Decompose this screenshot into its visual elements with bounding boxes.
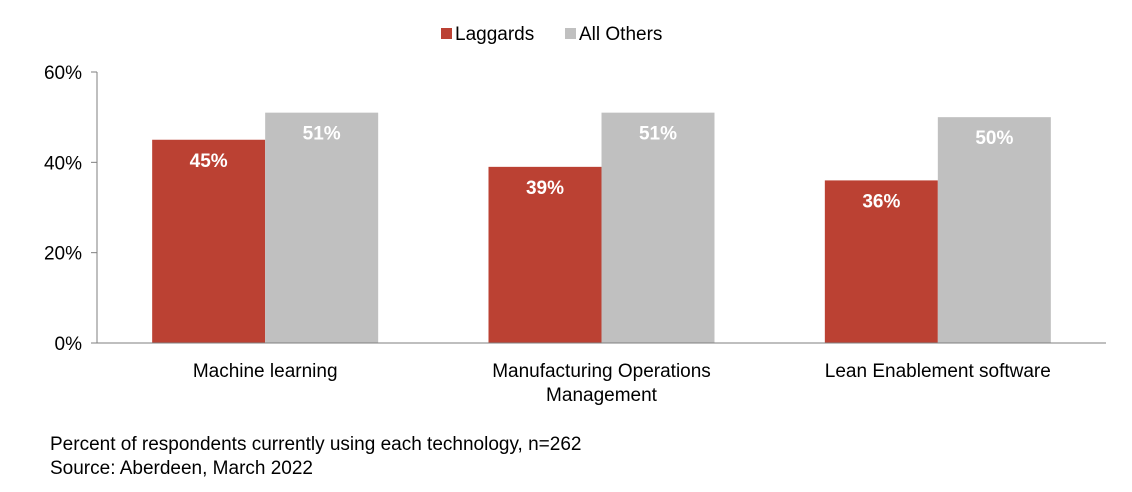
bar-laggards [488, 166, 602, 343]
legend: Laggards All Others [441, 24, 662, 45]
bar-chart: Laggards All Others 0% 20% 40% 60% 45% 51% 39%… [44, 24, 1106, 406]
bars: 45% 51% 39% 51% 36% 50% [152, 112, 1051, 344]
data-label: 36% [862, 191, 900, 212]
bar-all-others [937, 117, 1051, 344]
legend-swatch [565, 28, 576, 39]
legend-swatch [441, 28, 452, 39]
bar-laggards [152, 139, 266, 343]
data-label: 50% [975, 128, 1013, 149]
bar-all-others [601, 112, 715, 344]
x-axis: Machine learning Manufacturing Operations… [97, 342, 1106, 406]
footnote-source: Source: Aberdeen, March 2022 [50, 458, 314, 479]
data-label: 39% [526, 178, 564, 199]
data-label: 45% [190, 151, 228, 172]
y-tick-label: 40% [44, 153, 82, 174]
x-category-label: Management [546, 385, 658, 406]
y-axis: 0% 20% 40% 60% [44, 63, 98, 355]
bar-laggards [824, 180, 938, 343]
legend-label: Laggards [455, 24, 534, 45]
x-category-label: Manufacturing Operations [492, 361, 711, 382]
y-tick-label: 0% [55, 334, 83, 355]
data-label: 51% [639, 124, 677, 145]
y-tick-label: 20% [44, 244, 82, 265]
y-tick-label: 60% [44, 63, 82, 84]
x-category-label: Lean Enablement software [825, 361, 1051, 382]
data-label: 51% [303, 124, 341, 145]
footnote-note: Percent of respondents currently using e… [50, 434, 582, 455]
bar-all-others [265, 112, 379, 344]
x-category-label: Machine learning [193, 361, 338, 382]
legend-label: All Others [579, 24, 662, 45]
